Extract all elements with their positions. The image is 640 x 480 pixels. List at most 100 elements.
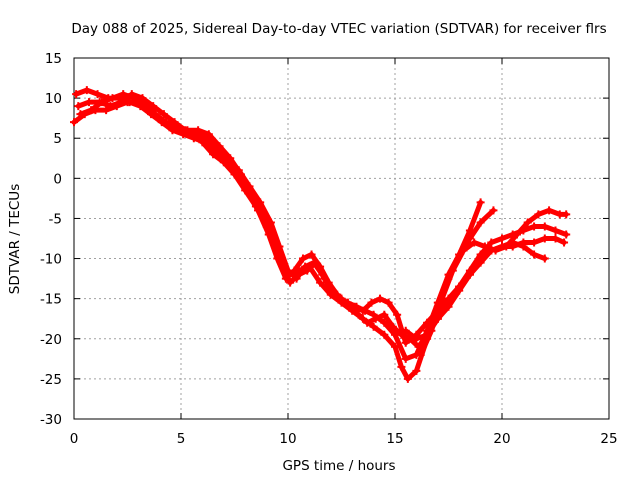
data-point — [459, 246, 468, 255]
data-point — [194, 126, 203, 135]
data-point — [476, 254, 485, 263]
chart-title: Day 088 of 2025, Sidereal Day-to-day VTE… — [71, 21, 606, 37]
data-point — [403, 374, 412, 383]
data-point — [540, 254, 549, 263]
data-point — [369, 322, 378, 331]
data-point — [491, 246, 500, 255]
data-point — [189, 134, 198, 143]
data-point — [87, 106, 96, 115]
data-point — [82, 86, 91, 95]
grid — [74, 58, 609, 419]
data-point — [412, 334, 421, 343]
data-point — [162, 118, 171, 127]
data-point — [108, 94, 117, 103]
data-point — [519, 238, 528, 247]
data-point — [438, 294, 447, 303]
x-tick-label: 20 — [493, 431, 510, 447]
data-point — [159, 110, 168, 119]
y-tick-label: -10 — [40, 252, 62, 268]
data-point — [530, 250, 539, 259]
data-point — [204, 130, 213, 139]
data-point — [172, 122, 181, 131]
data-point — [221, 158, 230, 167]
data-point — [545, 206, 554, 215]
data-point — [423, 318, 432, 327]
data-point — [106, 102, 115, 111]
data-point — [311, 258, 320, 267]
tick-marks — [73, 57, 610, 420]
x-tick-label: 25 — [600, 431, 617, 447]
data-point — [380, 310, 389, 319]
data-point — [76, 110, 85, 119]
data-point — [530, 222, 539, 231]
x-tick-label: 15 — [386, 431, 403, 447]
data-point — [465, 270, 474, 279]
data-point — [401, 338, 410, 347]
data-point — [125, 98, 134, 107]
data-point — [416, 350, 425, 359]
data-point — [444, 302, 453, 311]
data-point — [84, 98, 93, 107]
data-point — [480, 242, 489, 251]
data-point — [200, 138, 209, 147]
data-point — [465, 234, 474, 243]
data-point — [286, 278, 295, 287]
data-point — [470, 238, 479, 247]
data-point — [562, 230, 571, 239]
data-point — [540, 222, 549, 231]
data-point — [337, 294, 346, 303]
data-point — [277, 258, 286, 267]
data-point — [380, 330, 389, 339]
y-tick-label: 5 — [53, 131, 62, 147]
y-axis-label: SDTVAR / TECUs — [7, 184, 23, 294]
y-tick-label: 10 — [45, 91, 62, 107]
data-point — [151, 110, 160, 119]
data-point — [380, 318, 389, 327]
data-point — [269, 234, 278, 243]
data-point — [388, 322, 397, 331]
data-point — [307, 250, 316, 259]
data-point — [179, 130, 188, 139]
data-point — [298, 254, 307, 263]
y-tick-label: -20 — [40, 332, 62, 348]
data-point — [320, 274, 329, 283]
data-point — [487, 238, 496, 247]
data-point — [502, 242, 511, 251]
data-point — [455, 286, 464, 295]
data-point — [303, 266, 312, 275]
data-point — [346, 302, 355, 311]
data-point — [119, 90, 128, 99]
data-point — [97, 98, 106, 107]
data-point — [560, 238, 569, 247]
data-point — [236, 170, 245, 179]
data-point — [363, 318, 372, 327]
data-point — [412, 366, 421, 375]
data-point — [401, 354, 410, 363]
x-tick-label: 10 — [279, 431, 296, 447]
data-point — [384, 298, 393, 307]
data-point — [414, 342, 423, 351]
data-point — [551, 226, 560, 235]
y-tick-label: 15 — [45, 51, 62, 67]
data-point — [393, 310, 402, 319]
data-point — [247, 190, 256, 199]
data-point — [476, 218, 485, 227]
data-point — [258, 210, 267, 219]
y-tick-label: -30 — [40, 412, 62, 428]
data-point — [401, 326, 410, 335]
data-point — [476, 198, 485, 207]
x-tick-labels: 0 5 10 15 20 25 — [70, 431, 618, 447]
data-point — [523, 218, 532, 227]
data-point — [540, 234, 549, 243]
y-tick-label: -15 — [40, 292, 62, 308]
data-point — [551, 234, 560, 243]
x-axis-label: GPS time / hours — [282, 458, 395, 474]
data-point — [512, 230, 521, 239]
data-point — [489, 206, 498, 215]
y-tick-label: -25 — [40, 372, 62, 388]
data-point — [376, 294, 385, 303]
y-tick-label: 0 — [53, 171, 62, 187]
data-point — [74, 102, 83, 111]
data-point — [427, 326, 436, 335]
